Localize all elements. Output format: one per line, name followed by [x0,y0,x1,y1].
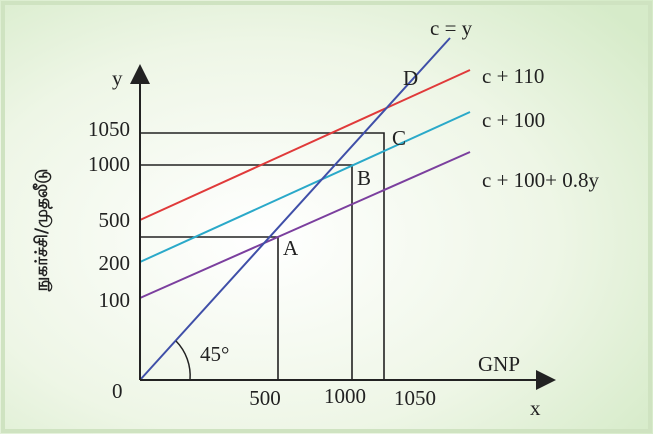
y-tick-label: 200 [99,251,131,275]
line-c100 [139,111,471,263]
line-45deg [139,37,451,381]
angle-arc [175,340,191,381]
point-label: C [392,126,406,150]
y-tick-label: 500 [99,208,131,232]
x-tick-label: 500 [249,386,281,410]
line-label: c + 100 [482,108,545,132]
y-axis-label: y [112,66,123,90]
point-label: D [403,66,418,90]
x-axis-label: x [530,396,541,420]
line-c110 [139,69,471,221]
x-title: GNP [478,352,520,376]
line-label: c + 100+ 0.8y [482,168,600,192]
point-label: B [357,166,371,190]
y-title: நுகர்ச்சி/முதலீடு [32,169,52,293]
angle-label: 45° [200,342,229,366]
point-label: A [283,236,299,260]
x-tick-label: 1000 [324,384,366,408]
y-tick-label: 1000 [88,152,130,176]
line-label: c + 110 [482,64,544,88]
x-tick-label: 1050 [394,386,436,410]
line-c100-08y [139,151,471,299]
y-tick-label: 1050 [88,117,130,141]
line-label: c = y [430,16,473,40]
y-tick-label: 100 [99,288,131,312]
origin-label: 0 [112,379,123,403]
